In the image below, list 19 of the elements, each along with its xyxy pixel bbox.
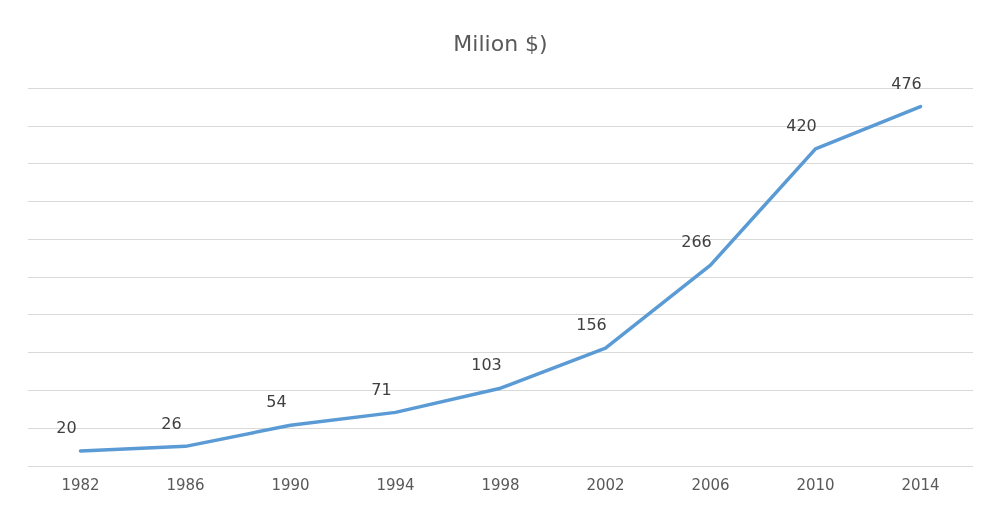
x-tick-label: 2014 (901, 475, 940, 494)
x-tick-label: 2010 (796, 475, 835, 494)
data-label: 54 (266, 392, 287, 412)
x-tick-label: 1986 (166, 475, 205, 494)
data-label: 20 (56, 418, 77, 438)
data-label: 71 (371, 379, 392, 399)
x-tick-label: 1998 (481, 475, 520, 494)
x-tick-label: 1982 (61, 475, 100, 494)
data-label: 420 (786, 115, 817, 135)
data-label: 26 (161, 413, 182, 433)
data-label: 103 (471, 355, 502, 375)
data-label: 266 (681, 232, 712, 252)
chart-title: Milion $) (453, 30, 548, 56)
x-tick-label: 2006 (691, 475, 730, 494)
x-tick-label: 1990 (271, 475, 310, 494)
data-label: 476 (891, 73, 922, 93)
x-tick-label: 2002 (586, 475, 625, 494)
x-tick-label: 1994 (376, 475, 415, 494)
data-label: 156 (576, 315, 607, 335)
